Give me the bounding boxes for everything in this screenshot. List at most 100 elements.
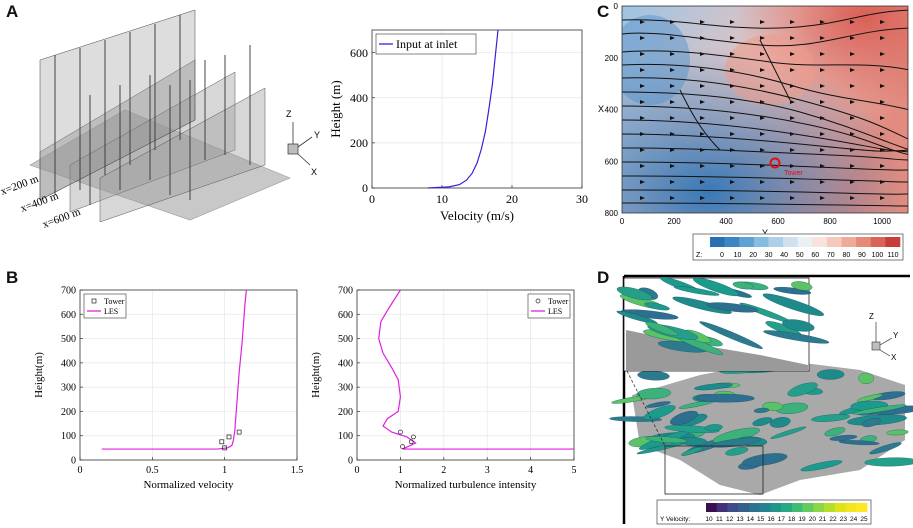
flow-arrow	[730, 52, 735, 56]
flow-arrow	[700, 196, 705, 200]
vortex-tube	[645, 436, 688, 444]
flow-arrow	[760, 52, 765, 56]
colorbar-tick-label: 0	[720, 252, 724, 259]
colorbar-swatch	[739, 237, 755, 247]
normalized-velocity-y-tick-label: 500	[61, 334, 76, 345]
flow-arrow	[640, 116, 645, 120]
colorbar-swatch	[812, 237, 828, 247]
colorbar-swatch	[738, 503, 750, 512]
normalized-turbulence-x-tick-label: 4	[528, 465, 533, 476]
normalized-turbulence-x-tick-label: 0	[355, 465, 360, 476]
normalized-velocity-x-tick-label: 1	[222, 465, 227, 476]
flow-arrow	[880, 180, 885, 184]
flow-arrow	[670, 100, 675, 104]
normalized-velocity-x-axis-title: Normalized velocity	[143, 479, 234, 491]
flow-arrow	[640, 164, 645, 168]
map-y-tick-label: 800	[605, 209, 619, 218]
flow-arrow	[640, 100, 645, 104]
normalized-turbulence-tower-point	[398, 429, 403, 435]
flow-arrow	[760, 84, 765, 88]
flow-arrow	[640, 196, 645, 200]
inlet-profile-y-axis-title: Height (m)	[328, 80, 343, 137]
colorbar-tick-label: 19	[798, 516, 806, 523]
normalized-velocity-tower-point	[219, 439, 225, 445]
flow-arrow	[730, 132, 735, 136]
normalized-turbulence-tower-point	[400, 444, 405, 449]
ground-plane	[29, 109, 291, 221]
flow-arrow	[850, 20, 855, 24]
vortex-tube	[753, 407, 770, 414]
inlet-profile-y-tick-label: 200	[350, 136, 368, 150]
map-x-tick-label: 800	[823, 217, 837, 226]
colorbar-tick-label: 70	[827, 252, 835, 259]
colorbar-swatch	[781, 503, 793, 512]
colorbar-swatch	[724, 237, 740, 247]
normalized-turbulence-y-tick-label: 0	[348, 456, 353, 467]
flow-arrow	[670, 52, 675, 56]
normalized-velocity-y-tick-label: 200	[61, 407, 76, 418]
vortex-tube	[752, 417, 773, 427]
normalized-velocity-y-tick-label: 700	[61, 286, 76, 297]
inset-vortex-tube	[645, 321, 679, 336]
flow-arrow	[700, 132, 705, 136]
streamline	[622, 161, 908, 171]
streamline	[622, 91, 908, 150]
flow-arrow	[820, 180, 825, 184]
map-x-tick-label: 1000	[873, 217, 891, 226]
flow-arrow	[880, 196, 885, 200]
colorbar-swatch	[856, 237, 872, 247]
colorbar-swatch	[841, 237, 857, 247]
colorbar-tick-label: 80	[842, 252, 850, 259]
flow-arrow	[880, 164, 885, 168]
inset-vortex-tube	[672, 296, 732, 314]
axis-label-x: X	[311, 167, 317, 177]
flow-arrow	[670, 148, 675, 152]
flow-arrow	[790, 164, 795, 168]
flow-arrow	[670, 164, 675, 168]
flow-arrow	[760, 132, 765, 136]
flow-arrow	[700, 84, 705, 88]
normalized-velocity-x-tick-label: 1.5	[291, 465, 304, 476]
flow-arrow	[820, 52, 825, 56]
normalized-turbulence-y-tick-label: 300	[338, 383, 353, 394]
vortex-tube	[824, 427, 846, 437]
colorbar-tick-label: 20	[749, 252, 757, 259]
flow-arrow	[790, 196, 795, 200]
flow-arrow	[700, 68, 705, 72]
colorbar-tick-label: 24	[850, 516, 858, 523]
flow-arrow	[790, 100, 795, 104]
flow-arrow	[670, 132, 675, 136]
axis-triad-a: Z Y X	[286, 109, 320, 177]
normalized-velocity-y-tick-label: 300	[61, 383, 76, 394]
inlet-profile-legend-entry: Input at inlet	[396, 37, 458, 51]
vortex-tube	[864, 457, 913, 467]
zoom-region-box	[664, 445, 764, 495]
flow-arrow	[640, 52, 645, 56]
flow-arrow	[730, 68, 735, 72]
colorbar-tick-label: 40	[780, 252, 788, 259]
vortex-tube	[869, 442, 902, 455]
flow-arrow	[880, 84, 885, 88]
map-x-tick-label: 400	[719, 217, 733, 226]
flow-arrow	[700, 100, 705, 104]
colorbar-swatch	[710, 237, 725, 247]
inlet-profile-x-axis-title: Velocity (m/s)	[440, 208, 514, 223]
normalized-turbulence-tower-point	[411, 434, 416, 440]
flow-arrow	[880, 20, 885, 24]
flow-arrow	[790, 116, 795, 120]
flow-arrow	[640, 36, 645, 40]
colorbar-y-velocity: Y Velocity: 10 11 12 13 14 15 16 17 18 19 20 21 22 23 2…	[656, 499, 872, 525]
flow-arrow	[880, 52, 885, 56]
flow-arrow	[730, 20, 735, 24]
flow-arrow	[880, 116, 885, 120]
normalized-velocity-legend-entry: LES	[104, 307, 118, 316]
flow-arrow	[850, 148, 855, 152]
chart-normalized-velocity: 0 0.5 1 1.5 0 100 200 300 400 500 600 700 Normalized…	[33, 286, 303, 492]
inset-vortex-tube	[693, 277, 740, 297]
normalized-turbulence-x-tick-label: 1	[398, 465, 403, 476]
vortex-tube	[800, 460, 843, 472]
colorbar-swatch	[834, 503, 846, 512]
vortex-tube	[742, 453, 788, 467]
normalized-velocity-legend	[83, 293, 127, 319]
